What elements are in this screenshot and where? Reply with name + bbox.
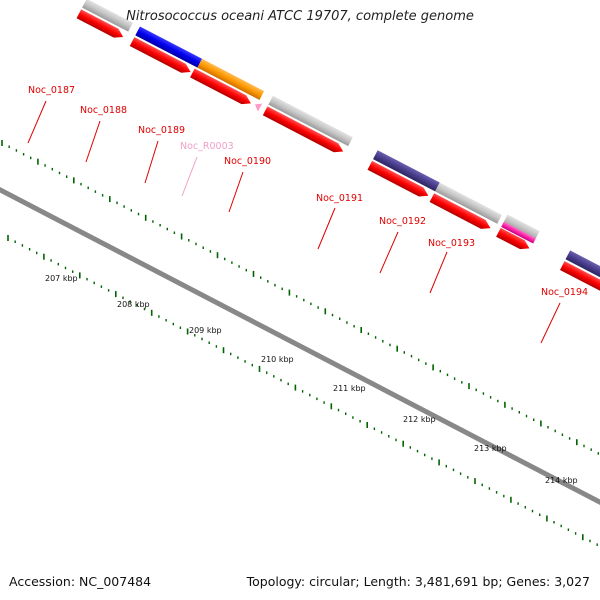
- gene-label-Noc_0191[interactable]: Noc_0191: [316, 193, 363, 204]
- kbp-label-207: 207 kbp: [45, 274, 78, 283]
- genome-summary-text: Topology: circular; Length: 3,481,691 bp…: [246, 574, 590, 589]
- gene-label-Noc_0194[interactable]: Noc_0194: [541, 287, 588, 298]
- gene-Noc_0189-bar[interactable]: [197, 58, 265, 100]
- kbp-label-212: 212 kbp: [403, 415, 436, 424]
- tick-row-inner: [7, 235, 598, 546]
- kbp-label-213: 213 kbp: [474, 444, 507, 453]
- gene-label-Noc_R0003[interactable]: Noc_R0003: [180, 141, 234, 152]
- genome-backbone: [0, 177, 600, 506]
- gene-label-Noc_0192[interactable]: Noc_0192: [379, 216, 426, 227]
- cds-arrow-Noc_0188[interactable]: [129, 37, 193, 76]
- gene-Noc_0190-bar[interactable]: [268, 95, 353, 147]
- gene-label-Noc_0193[interactable]: Noc_0193: [428, 238, 475, 249]
- cds-arrow-Noc_0192[interactable]: [429, 193, 493, 232]
- accession-text: Accession: NC_007484: [9, 574, 152, 589]
- tick-row-outer: [1, 140, 599, 455]
- gene-Noc_0188-bar[interactable]: [135, 26, 203, 68]
- cds-arrow-Noc_0187[interactable]: [76, 9, 126, 41]
- kbp-label-209: 209 kbp: [189, 326, 222, 335]
- kbp-label-210: 210 kbp: [261, 355, 294, 364]
- leader-lines: [27, 100, 561, 344]
- cds-arrow-Noc_0193[interactable]: [496, 227, 532, 253]
- gene-label-Noc_0190[interactable]: Noc_0190: [224, 156, 271, 167]
- cds-arrow-Noc_0190[interactable]: [262, 106, 346, 156]
- gene-label-Noc_0187[interactable]: Noc_0187: [28, 85, 75, 96]
- gene-label-Noc_0188[interactable]: Noc_0188: [80, 105, 127, 116]
- kbp-label-214: 214 kbp: [545, 476, 578, 485]
- gene-Noc_0192-bar[interactable]: [435, 182, 502, 224]
- cds-arrow-Noc_0191[interactable]: [367, 160, 430, 200]
- gene-Noc_0193-inner[interactable]: [501, 221, 536, 244]
- gene-Noc_0191-bar[interactable]: [373, 150, 440, 192]
- map-title: Nitrosococcus oceani ATCC 19707, complet…: [126, 9, 474, 24]
- kbp-labels: 207 kbp 208 kbp 209 kbp 210 kbp 211 kbp …: [45, 274, 578, 485]
- gene-labels: Noc_0187 Noc_0188 Noc_0189 Noc_R0003 Noc…: [28, 85, 588, 298]
- kbp-label-208: 208 kbp: [117, 300, 150, 309]
- gene-label-Noc_0189[interactable]: Noc_0189: [138, 125, 185, 136]
- gene-Noc_0187-bar[interactable]: [82, 0, 133, 32]
- cds-arrow-Noc_0194[interactable]: [559, 261, 600, 341]
- gene-Noc_0193-bar[interactable]: [503, 214, 540, 241]
- cds-arrow-Noc_0189[interactable]: [190, 68, 253, 108]
- kbp-label-211: 211 kbp: [333, 384, 366, 393]
- rna-arrow-Noc_R0003[interactable]: [253, 101, 263, 112]
